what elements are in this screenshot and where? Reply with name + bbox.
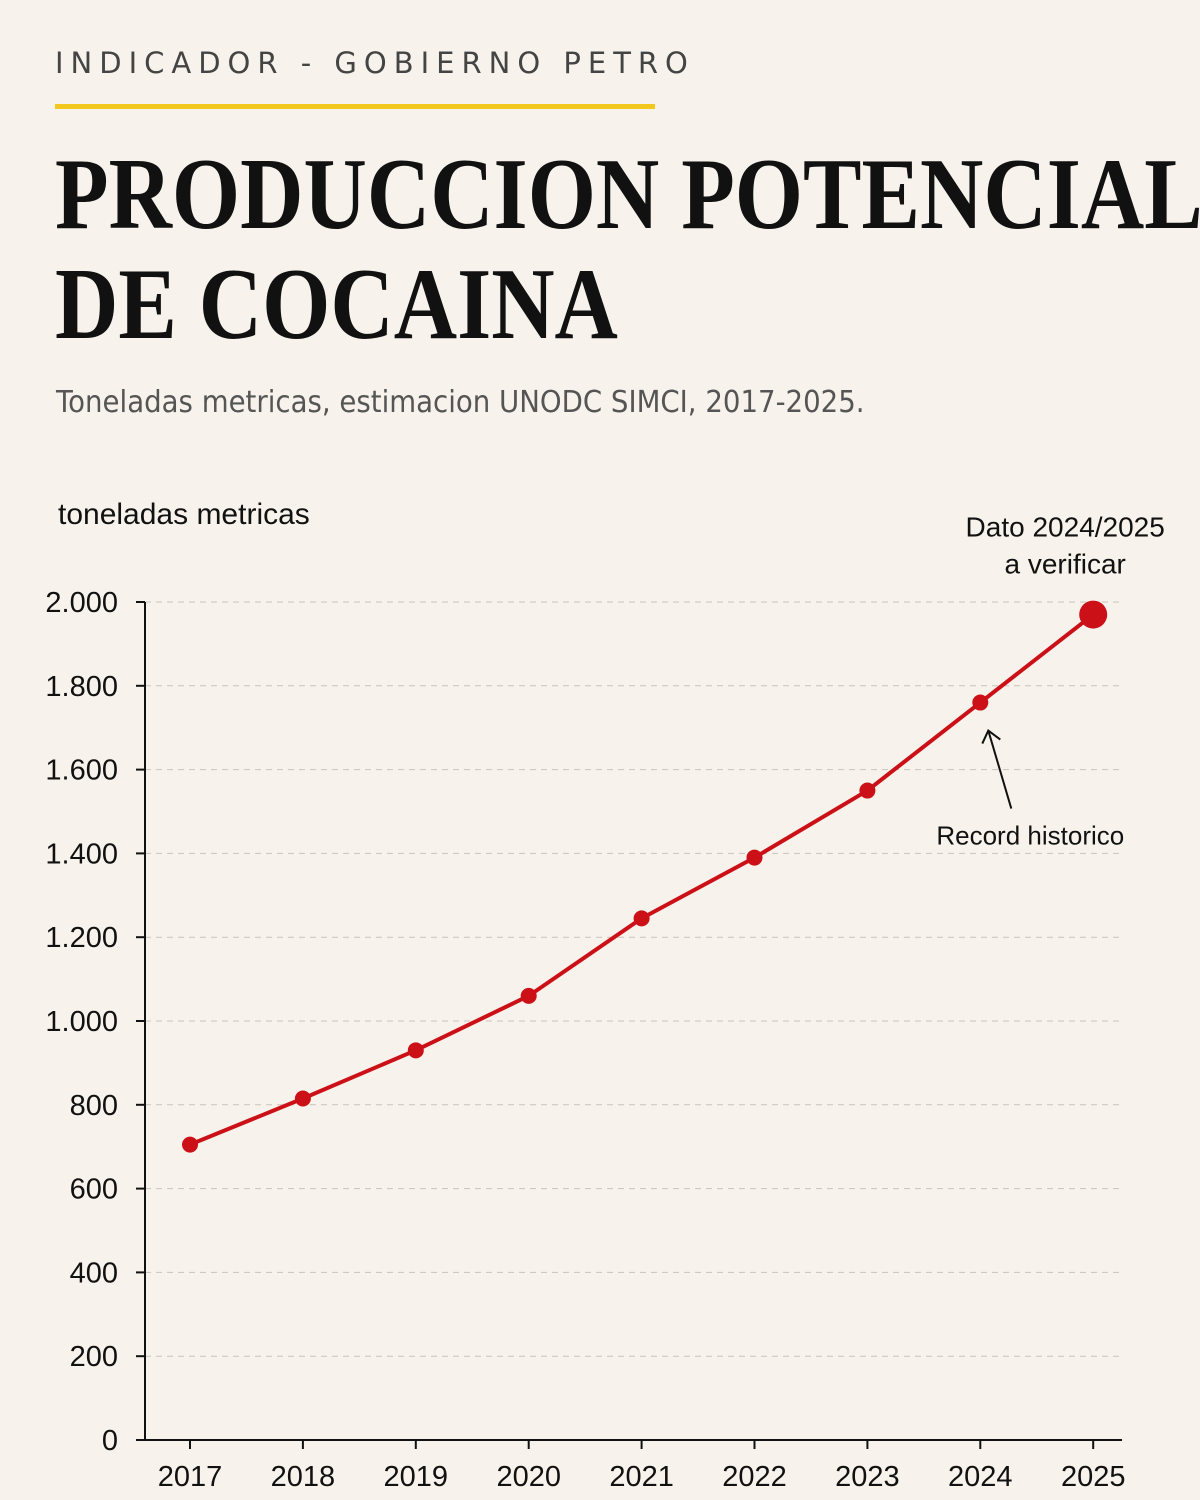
x-tick-label: 2018 [271,1461,336,1493]
record-arrow [987,730,1013,809]
title-line-1: PRODUCCION POTENCIAL [55,138,1200,251]
annotation-verify-line2: a verificar [1005,549,1126,580]
kicker-rule [55,104,655,109]
kicker: INDICADOR - GOBIERNO PETRO [55,46,695,80]
x-axis-ticks: 2017 2018 2019 2020 2021 2022 2023 2024 2025 [158,1440,1126,1493]
data-point [859,782,876,799]
y-tick-label: 1.800 [45,671,118,703]
data-point-highlight [1079,600,1108,629]
y-tick-label: 1.000 [45,1006,118,1038]
annotation-verify-line1: Dato 2024/2025 [966,512,1165,543]
page-title: PRODUCCION POTENCIAL DE COCAINA [55,138,1200,361]
data-point [972,694,989,711]
data-point [182,1136,198,1153]
y-tick-label: 2.000 [45,587,118,619]
data-point [407,1042,424,1059]
data-points [182,600,1108,1153]
subtitle: Toneladas metricas, estimacion UNODC SIM… [56,385,865,420]
y-tick-label: 0 [102,1425,118,1457]
x-tick-label: 2023 [835,1461,900,1493]
data-point [294,1090,311,1107]
data-point [746,849,763,866]
y-tick-label: 1.600 [45,755,118,787]
data-point [633,910,650,927]
annotation-record: Record historico [936,821,1124,851]
x-tick-label: 2017 [158,1461,223,1493]
gridlines [145,601,1122,1357]
x-tick-label: 2022 [722,1461,787,1493]
data-point [520,987,537,1004]
title-line-2: DE COCAINA [55,248,618,361]
annotations: Dato 2024/2025 a verificar Record histor… [936,512,1164,851]
y-tick-label: 1.200 [45,922,118,954]
line-chart: toneladas metricas 0 200 400 600 800 1.000 1.2… [45,498,1164,1493]
x-tick-label: 2025 [1061,1461,1126,1493]
y-tick-label: 600 [70,1174,118,1206]
y-tick-label: 800 [70,1090,118,1122]
record-arrowhead [981,729,1001,744]
x-tick-label: 2021 [609,1461,674,1493]
y-tick-label: 400 [70,1257,118,1289]
y-tick-label: 1.400 [45,838,118,870]
x-tick-label: 2019 [384,1461,449,1493]
x-tick-label: 2024 [948,1461,1013,1493]
series-line [189,612,1095,1147]
y-tick-label: 200 [70,1341,118,1373]
y-axis-ticks: 0 200 400 600 800 1.000 1.200 1.400 1.600 1.800 2.… [45,587,145,1457]
x-tick-label: 2020 [496,1461,561,1493]
y-axis-label: toneladas metricas [58,498,310,531]
